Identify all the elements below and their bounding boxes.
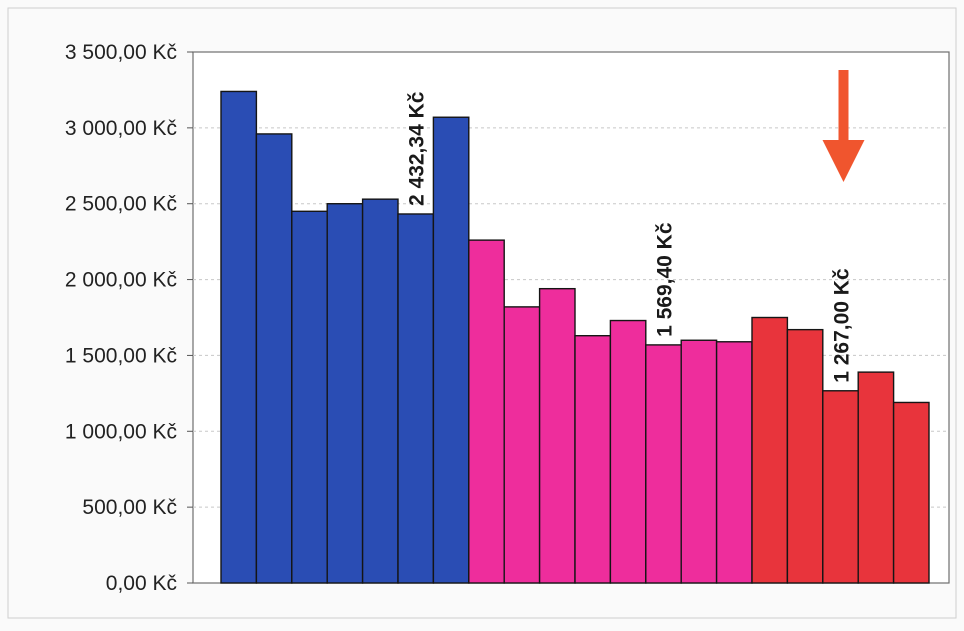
y-tick-label: 2 500,00 Kč bbox=[65, 193, 177, 216]
bar bbox=[786, 328, 824, 584]
bar bbox=[680, 339, 718, 584]
arrow-head bbox=[822, 140, 865, 182]
y-tick-label: 3 500,00 Kč bbox=[65, 41, 177, 64]
bar bbox=[432, 116, 470, 584]
bar bbox=[538, 287, 576, 584]
marker-layer bbox=[822, 70, 865, 182]
bar bbox=[255, 133, 293, 584]
bar bbox=[822, 390, 859, 584]
bar bbox=[609, 319, 647, 584]
bar bbox=[326, 203, 364, 584]
bar bbox=[892, 401, 930, 584]
bar bbox=[291, 210, 328, 584]
y-tick-label: 1 000,00 Kč bbox=[65, 420, 177, 443]
data-label: 2 432,34 Kč bbox=[406, 91, 429, 206]
y-tick-label: 0,00 Kč bbox=[106, 572, 177, 595]
bar bbox=[220, 90, 258, 584]
bar bbox=[574, 335, 612, 584]
y-tick-label: 500,00 Kč bbox=[82, 496, 177, 519]
bar bbox=[645, 344, 682, 584]
y-axis: 0,00 Kč 500,00 Kč 1 000,00 Kč 1 500,00 Kč 2 … bbox=[65, 41, 193, 595]
arrow-shaft bbox=[838, 70, 849, 140]
data-label: 1 569,40 Kč bbox=[654, 222, 677, 337]
bar bbox=[857, 371, 895, 584]
bar bbox=[715, 341, 753, 584]
bar bbox=[503, 306, 541, 584]
bar bbox=[468, 239, 505, 584]
bar bbox=[751, 316, 789, 584]
data-label: 1 267,00 Kč bbox=[831, 268, 854, 383]
y-tick-label: 2 000,00 Kč bbox=[65, 269, 177, 292]
data-labels: 2 432,34 Kč 1 569,40 Kč 1 267,00 Kč bbox=[406, 91, 854, 383]
y-tick-label: 1 500,00 Kč bbox=[65, 344, 177, 367]
bar bbox=[361, 198, 399, 584]
chart-frame bbox=[7, 7, 957, 619]
bars-layer bbox=[220, 90, 930, 584]
bar bbox=[397, 213, 435, 584]
y-tick-label: 3 000,00 Kč bbox=[65, 117, 177, 140]
